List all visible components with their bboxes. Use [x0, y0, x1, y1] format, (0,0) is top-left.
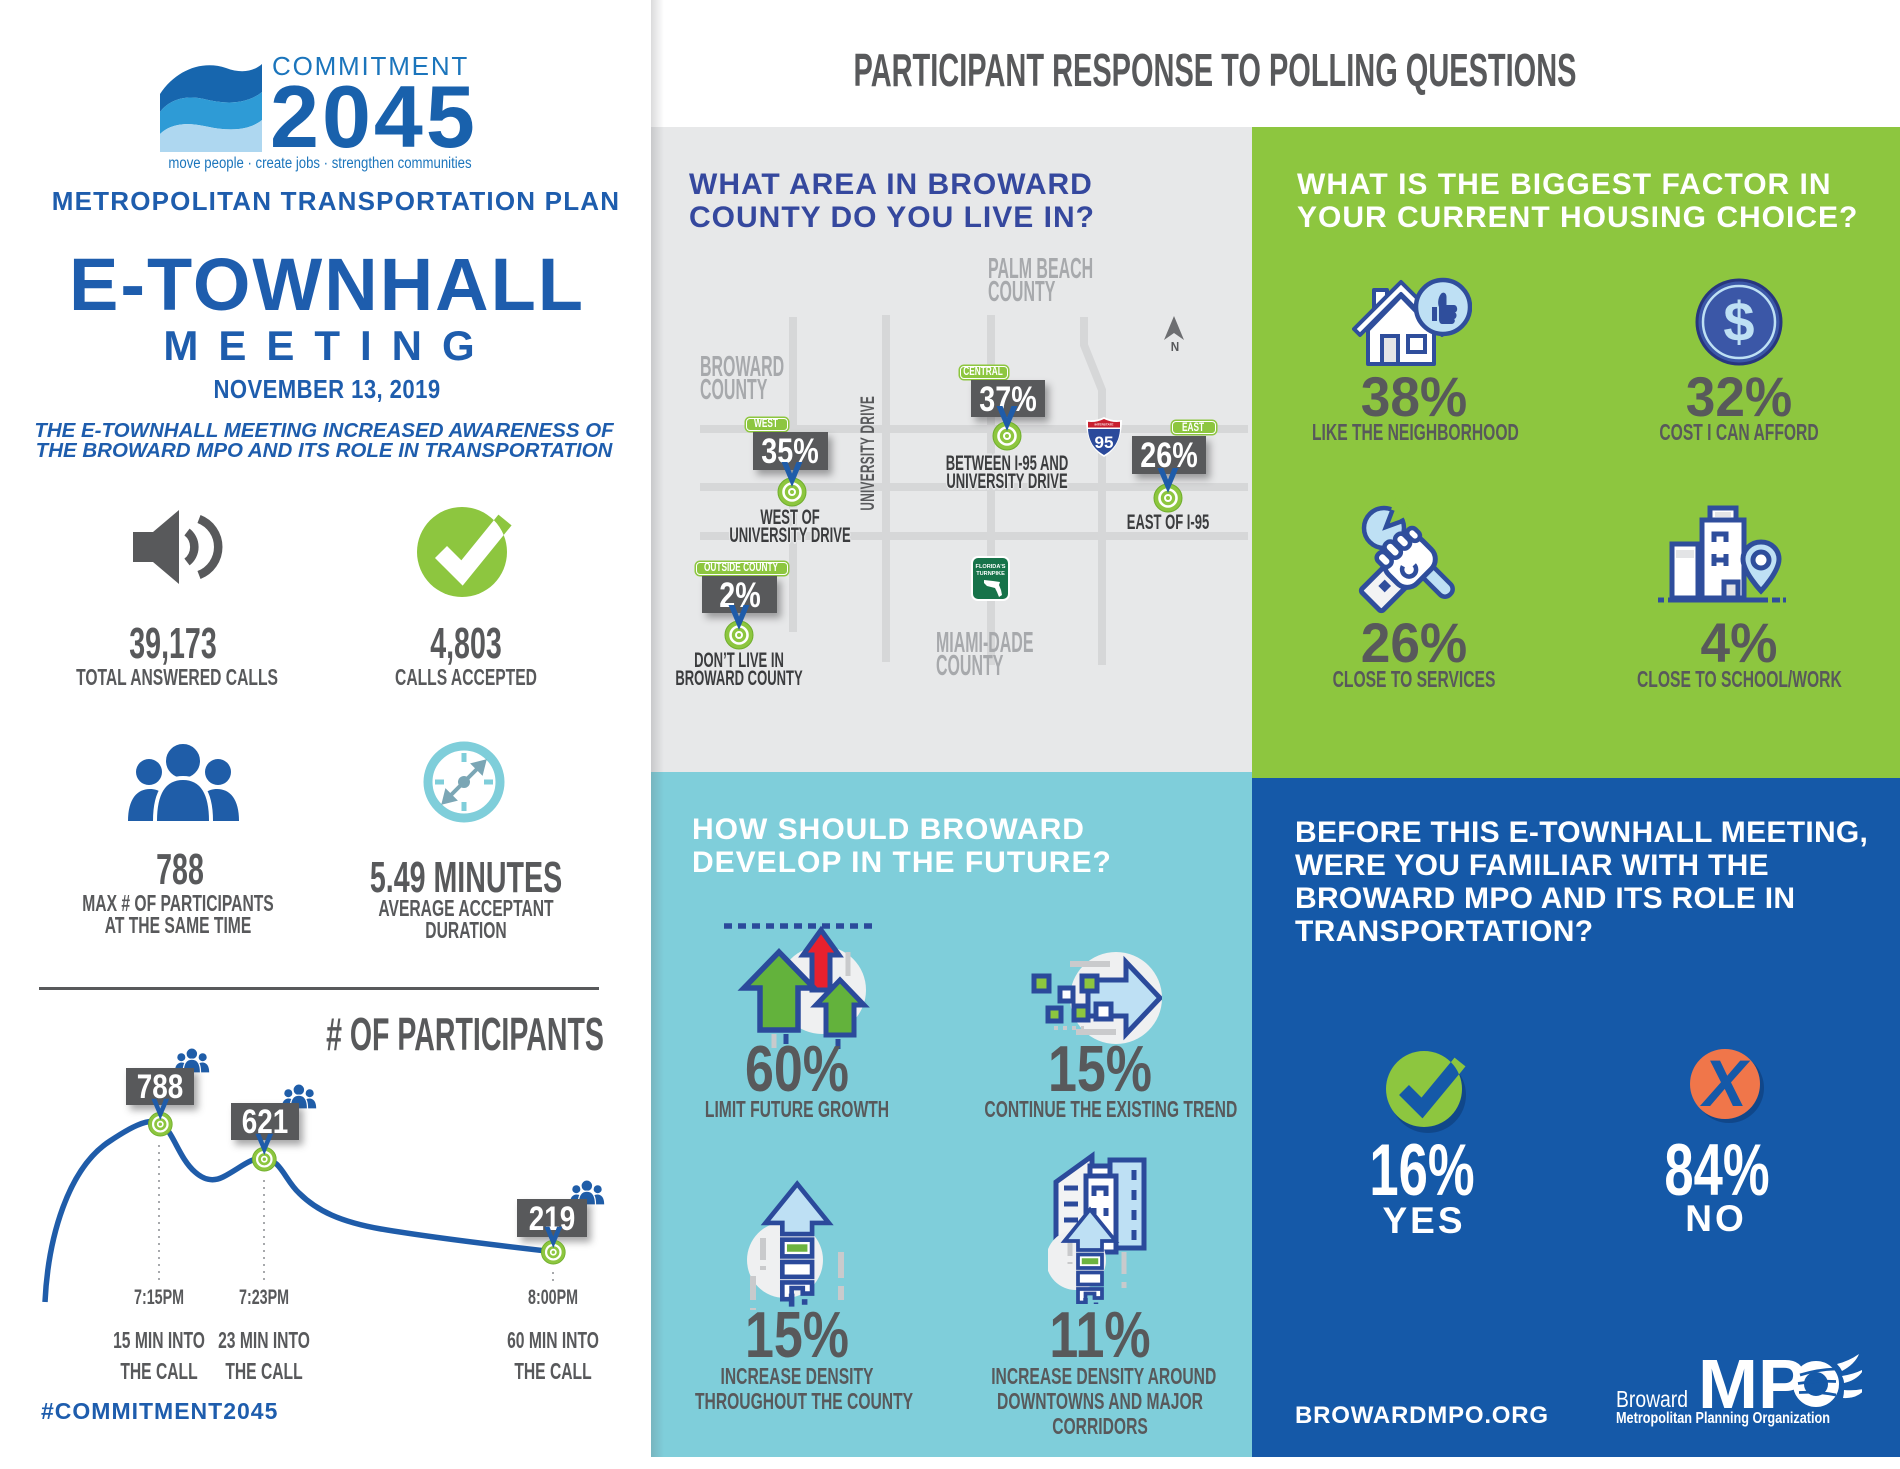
- svg-text:Broward: Broward: [1616, 1386, 1688, 1412]
- svg-text:TURNPIKE: TURNPIKE: [976, 571, 1005, 577]
- svg-text:FLORIDA'S: FLORIDA'S: [976, 564, 1006, 570]
- svg-text:X: X: [1699, 1046, 1751, 1120]
- svg-text:Metropolitan Planning Organiza: Metropolitan Planning Organization: [1616, 1410, 1830, 1427]
- svg-text:INTERSTATE: INTERSTATE: [1095, 423, 1114, 427]
- svg-text:$: $: [1723, 290, 1754, 353]
- svg-text:MP: MP: [1698, 1350, 1806, 1423]
- svg-text:95: 95: [1095, 433, 1114, 452]
